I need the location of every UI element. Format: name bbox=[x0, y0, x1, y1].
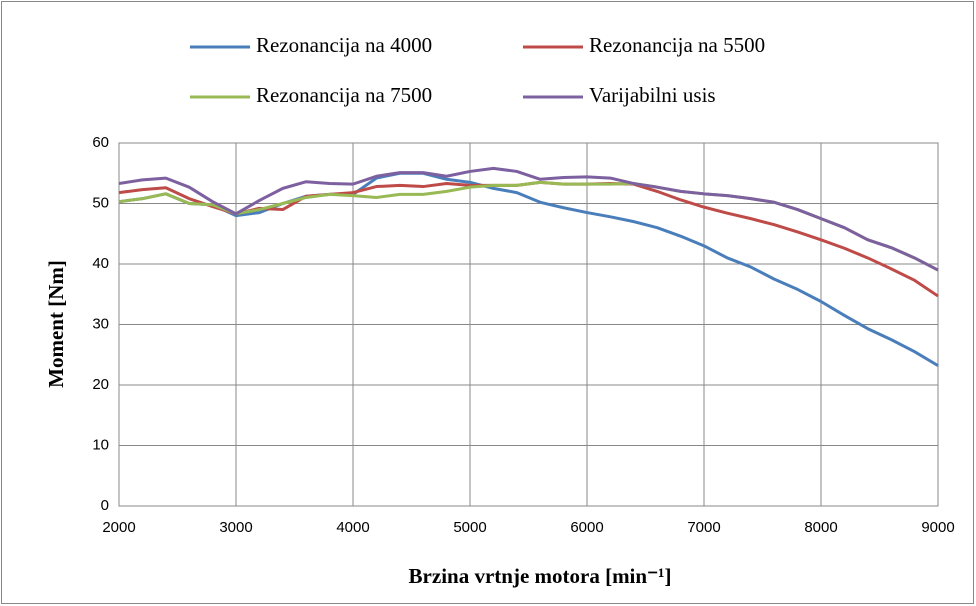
y-tick-label: 40 bbox=[92, 255, 109, 272]
x-axis-label: Brzina vrtnje motora [min⁻¹] bbox=[409, 564, 672, 588]
x-tick-label: 3000 bbox=[219, 519, 252, 536]
x-tick-label: 8000 bbox=[804, 519, 837, 536]
y-tick-label: 20 bbox=[92, 376, 109, 393]
x-tick-label: 7000 bbox=[687, 519, 720, 536]
x-tick-label: 4000 bbox=[336, 519, 369, 536]
x-tick-label: 9000 bbox=[921, 519, 954, 536]
legend-label: Rezonancija na 4000 bbox=[256, 33, 432, 57]
y-tick-label: 60 bbox=[92, 134, 109, 151]
y-tick-label: 50 bbox=[92, 194, 109, 211]
y-tick-label: 10 bbox=[92, 436, 109, 453]
series-line bbox=[118, 166, 939, 272]
x-tick-label: 5000 bbox=[453, 519, 486, 536]
y-axis-label: Moment [Nm] bbox=[44, 260, 68, 388]
x-tick-label: 2000 bbox=[102, 519, 135, 536]
x-tick-label: 6000 bbox=[570, 519, 603, 536]
y-tick-label: 30 bbox=[92, 315, 109, 332]
legend-label: Varijabilni usis bbox=[589, 83, 716, 107]
y-tick-label: 0 bbox=[101, 497, 109, 514]
plot-border bbox=[118, 142, 939, 507]
legend-label: Rezonancija na 7500 bbox=[256, 83, 432, 107]
legend-label: Rezonancija na 5500 bbox=[589, 33, 765, 57]
series-line bbox=[118, 171, 939, 367]
